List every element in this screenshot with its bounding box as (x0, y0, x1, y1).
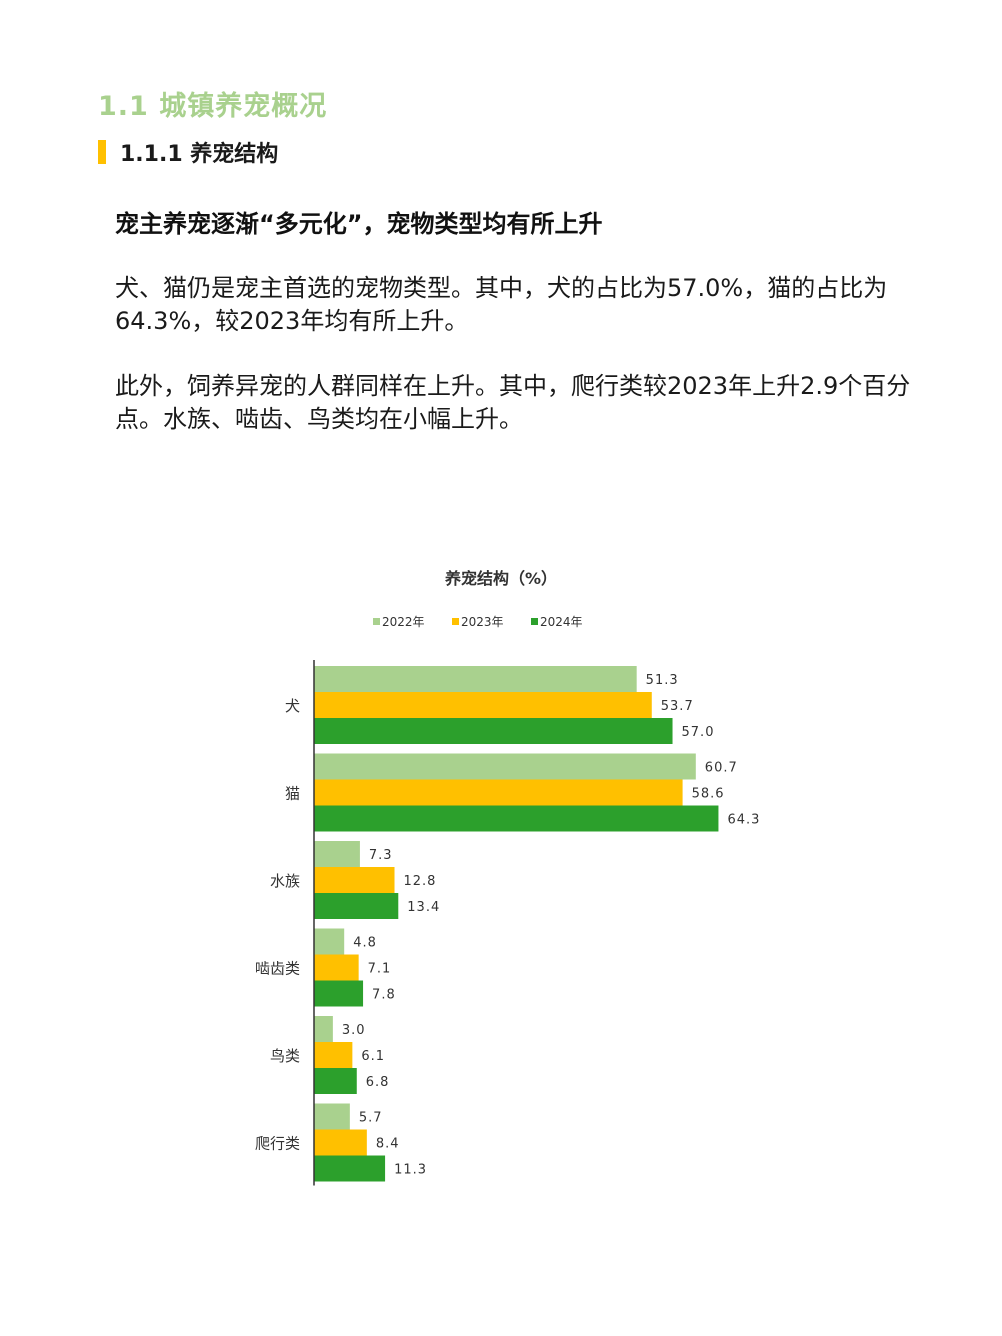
bar-4-1 (314, 1042, 353, 1068)
data-label-4-1: 6.1 (361, 1049, 385, 1064)
section-title: 1.1 城镇养宠概况 (98, 91, 328, 122)
data-label-5-0: 5.7 (359, 1111, 383, 1126)
headline: 宠主养宠逐渐“多元化”，宠物类型均有所上升 (115, 210, 603, 238)
data-label-3-1: 7.1 (368, 962, 392, 977)
bar-4-0 (314, 1016, 333, 1042)
chart-title: 养宠结构（%） (444, 569, 557, 588)
category-label-5: 爬行类 (255, 1135, 300, 1153)
data-label-3-2: 7.8 (372, 988, 396, 1003)
data-label-4-0: 3.0 (342, 1023, 366, 1038)
data-label-1-0: 60.7 (705, 761, 738, 776)
data-label-0-1: 53.7 (661, 699, 694, 714)
data-label-2-1: 12.8 (404, 874, 437, 889)
data-label-2-2: 13.4 (407, 900, 440, 915)
legend-label-2: 2024年 (540, 615, 583, 629)
bar-3-1 (314, 954, 359, 981)
legend-swatch-0 (373, 618, 380, 625)
paragraph-2: 此外，饲养异宠的人群同样在上升。其中，爬行类较2023年上升2.9个百分点。水族… (115, 372, 911, 433)
data-label-1-1: 58.6 (692, 787, 725, 802)
bar-0-2 (314, 718, 673, 744)
bar-4-2 (314, 1068, 357, 1094)
bar-5-1 (314, 1129, 367, 1156)
legend-swatch-1 (452, 618, 459, 625)
category-label-4: 鸟类 (270, 1047, 300, 1065)
data-label-4-2: 6.8 (366, 1075, 390, 1090)
bar-5-0 (314, 1103, 350, 1130)
bar-0-1 (314, 692, 652, 718)
bar-2-0 (314, 841, 360, 867)
data-label-5-2: 11.3 (394, 1163, 427, 1178)
bar-1-2 (314, 805, 719, 832)
subsection-heading: 1.1.1 养宠结构 (98, 138, 279, 167)
chart-svg: 养宠结构（%） 2022年 2023年 2024年 51.3 53.7 57.0 犬 60.7 5… (255, 569, 760, 1186)
data-label-2-0: 7.3 (369, 848, 393, 863)
subsection-title: 1.1.1 养宠结构 (120, 142, 279, 167)
bar-1-0 (314, 753, 696, 780)
data-label-3-0: 4.8 (353, 936, 377, 951)
data-label-0-0: 51.3 (646, 673, 679, 688)
legend-label-0: 2022年 (382, 615, 425, 629)
category-label-1: 猫 (285, 785, 300, 803)
bar-3-2 (314, 980, 364, 1007)
category-label-0: 犬 (285, 697, 300, 715)
data-label-5-1: 8.4 (376, 1137, 400, 1152)
bar-5-2 (314, 1155, 386, 1182)
data-label-1-2: 64.3 (727, 813, 760, 828)
category-label-2: 水族 (270, 872, 300, 890)
legend-swatch-2 (531, 618, 538, 625)
category-label-3: 啮齿类 (255, 960, 300, 978)
paragraph-1: 犬、猫仍是宠主首选的宠物类型。其中，犬的占比为57.0%，猫的占比为64.3%，… (115, 274, 888, 335)
bar-1-1 (314, 779, 683, 806)
subsection-accent-bar (98, 140, 106, 164)
legend-label-1: 2023年 (461, 615, 504, 629)
pet-structure-chart: 养宠结构（%） 2022年 2023年 2024年 51.3 53.7 57.0 犬 60.7 5… (0, 540, 1002, 1220)
bar-2-2 (314, 893, 399, 919)
bar-3-0 (314, 928, 345, 955)
data-label-0-2: 57.0 (682, 725, 715, 740)
bar-2-1 (314, 867, 395, 893)
bar-0-0 (314, 666, 637, 692)
